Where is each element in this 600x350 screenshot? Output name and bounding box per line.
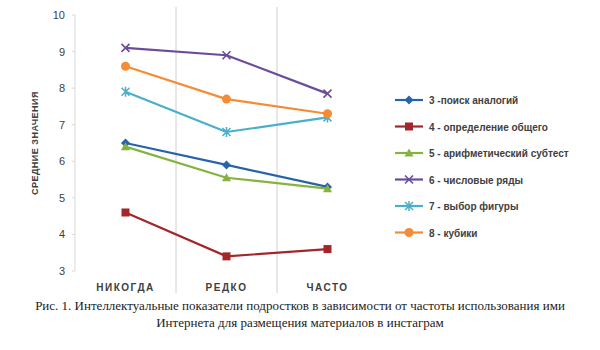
x-tick-label: РЕДКО [206, 282, 248, 293]
chart: 3 4 5 6 7 8 9 10 СРЕДНИЕ ЗНАЧЕНИЯ НИКОГДА РЕДКО ЧАС… [0, 0, 600, 295]
marker [324, 90, 332, 98]
legend-marker [405, 176, 413, 184]
marker [223, 252, 231, 260]
y-tick-label: 6 [59, 155, 65, 167]
marker [122, 87, 130, 97]
band-separator [277, 7, 278, 293]
marker [222, 160, 231, 169]
y-tick [72, 15, 75, 16]
y-tick [72, 124, 75, 125]
legend-marker [405, 96, 414, 105]
y-tick [72, 234, 75, 235]
marker [323, 109, 332, 118]
y-tick [72, 197, 75, 198]
y-tick [72, 51, 75, 52]
marker [222, 95, 231, 104]
y-tick-label: 8 [59, 82, 65, 94]
plot-data [121, 44, 332, 260]
y-tick [72, 88, 75, 89]
marker [121, 142, 130, 150]
marker [324, 245, 332, 253]
legend-marker [405, 149, 414, 157]
y-tick-label: 9 [59, 46, 65, 58]
marker [122, 208, 130, 216]
y-tick-label: 3 [59, 265, 65, 277]
series-line [126, 48, 328, 94]
legend: 3 -поиск аналогий 4 - определение общего 5… [395, 95, 569, 239]
legend-marker [405, 201, 413, 211]
legend-label: 8 - кубики [429, 228, 478, 239]
y-ticks: 3 4 5 6 7 8 9 10 [53, 9, 75, 277]
x-tick-label: ЧАСТО [306, 282, 348, 293]
marker [223, 127, 231, 137]
marker [223, 51, 231, 59]
y-tick-label: 7 [59, 119, 65, 131]
legend-label: 3 -поиск аналогий [429, 95, 518, 106]
series-line [126, 143, 328, 187]
marker [222, 173, 231, 181]
marker [122, 44, 130, 52]
series-line [126, 66, 328, 114]
y-tick [72, 161, 75, 162]
marker [121, 62, 130, 71]
y-tick [72, 271, 75, 272]
band-separator [176, 7, 177, 293]
y-axis-line [75, 15, 76, 271]
y-axis-label: СРЕДНИЕ ЗНАЧЕНИЯ [30, 91, 40, 195]
legend-label: 6 - числовые ряды [429, 175, 523, 186]
y-tick-label: 5 [59, 192, 65, 204]
marker [323, 184, 332, 192]
legend-label: 5 - арифметический субтест [429, 148, 569, 159]
y-tick-label: 10 [53, 9, 65, 21]
legend-label: 4 - определение общего [429, 122, 548, 133]
caption: Рис. 1. Интеллектуальные показатели подр… [20, 297, 580, 331]
series-line [126, 212, 328, 256]
legend-label: 7 - выбор фигуры [429, 201, 518, 212]
series-line [126, 92, 328, 132]
x-tick-label: НИКОГДА [96, 282, 155, 293]
page: 3 4 5 6 7 8 9 10 СРЕДНИЕ ЗНАЧЕНИЯ НИКОГДА РЕДКО ЧАС… [0, 0, 600, 350]
legend-marker [405, 123, 413, 131]
series-line [126, 147, 328, 189]
marker [323, 182, 332, 191]
legend-marker [405, 228, 414, 237]
y-tick-label: 4 [59, 228, 65, 240]
